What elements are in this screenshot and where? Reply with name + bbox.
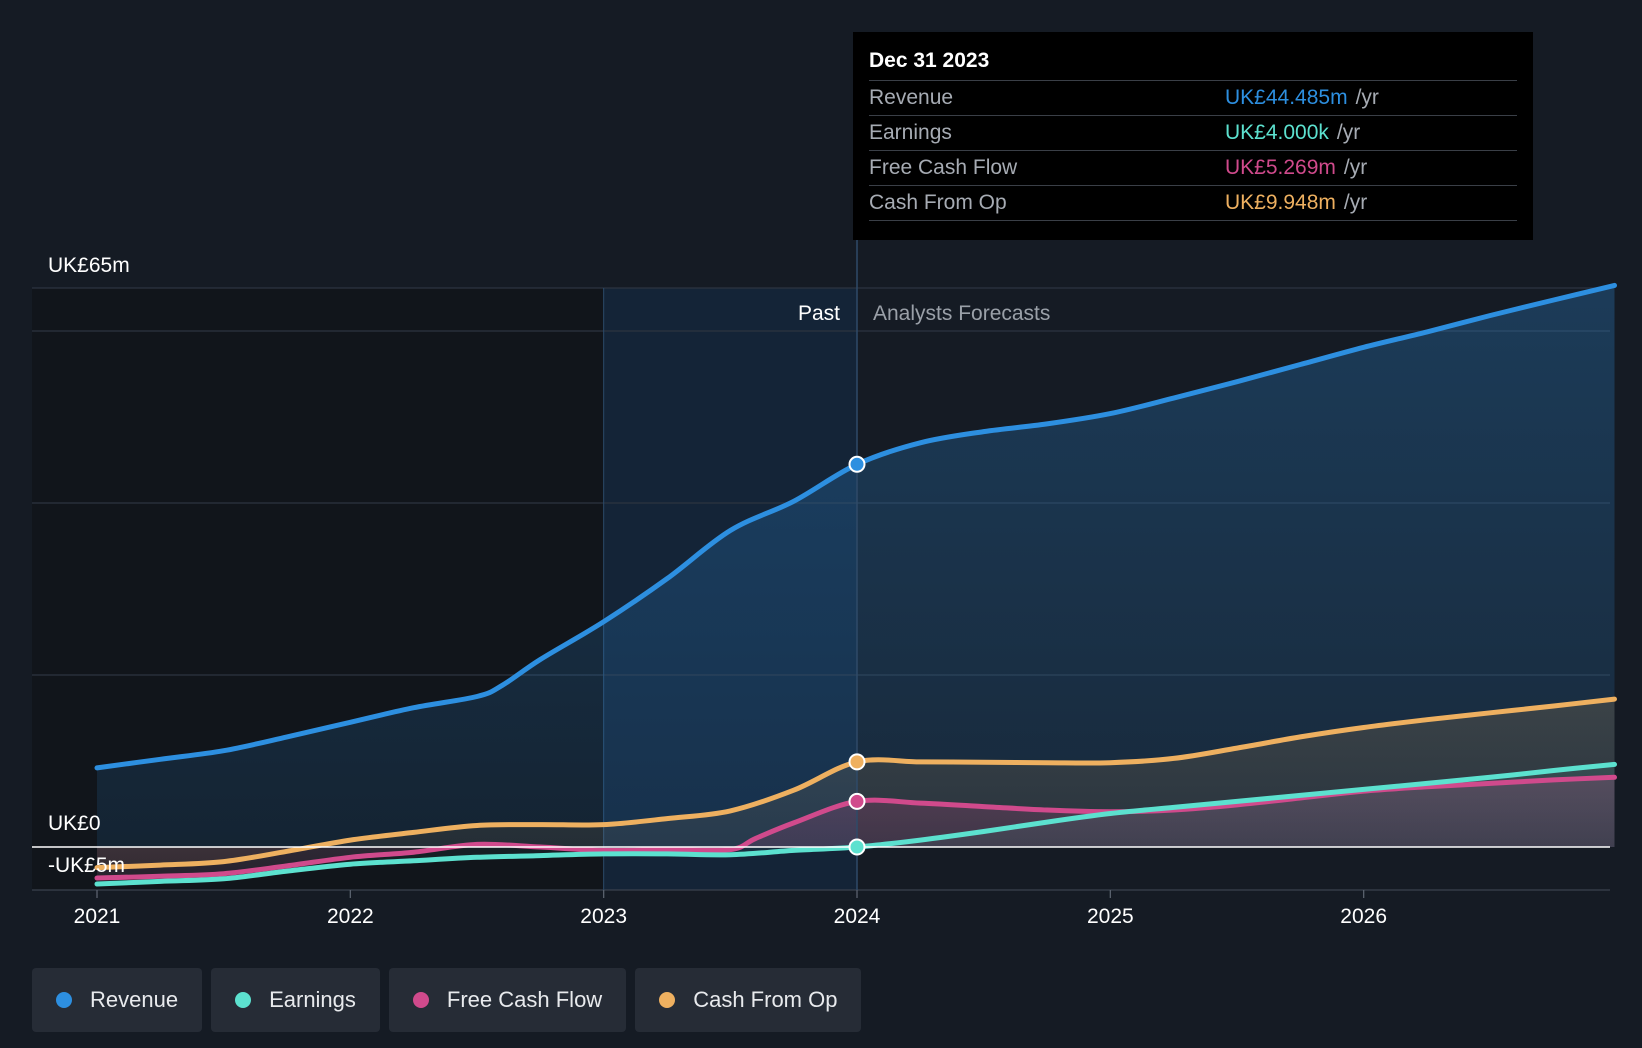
tooltip-row-earnings: Earnings UK£4.000k /yr <box>869 116 1517 151</box>
x-tick-label: 2023 <box>580 905 627 928</box>
tooltip-label: Revenue <box>869 86 954 109</box>
legend-item-revenue[interactable]: Revenue <box>32 968 203 1032</box>
tooltip-unit: /yr <box>1343 191 1368 214</box>
tooltip-unit: /yr <box>1343 156 1368 179</box>
tooltip-label: Cash From Op <box>869 191 1007 214</box>
legend-label: Free Cash Flow <box>446 987 603 1012</box>
legend-dot-icon <box>659 992 676 1008</box>
legend-dot-icon <box>235 992 252 1008</box>
x-tick-label: 2024 <box>834 905 881 928</box>
chart-legend: Revenue Earnings Free Cash Flow Cash Fro… <box>32 968 862 1032</box>
tooltip-unit: /yr <box>1336 121 1361 144</box>
legend-item-earnings[interactable]: Earnings <box>211 968 380 1032</box>
legend-label: Revenue <box>90 987 179 1012</box>
tooltip-row-free-cash-flow: Free Cash Flow UK£5.269m /yr <box>869 151 1517 186</box>
legend-item-cash-from-op[interactable]: Cash From Op <box>635 968 862 1032</box>
forecast-label: Analysts Forecasts <box>873 302 1050 325</box>
y-top-label: UK£65m <box>48 254 130 277</box>
marker-cash-from-op[interactable] <box>848 753 866 771</box>
x-tick-label: 2021 <box>74 905 121 928</box>
legend-item-free-cash-flow[interactable]: Free Cash Flow <box>388 968 627 1032</box>
tooltip-value: UK£44.485m <box>1225 86 1348 109</box>
area-earnings <box>97 764 1615 884</box>
marker-earnings[interactable] <box>848 838 866 856</box>
past-label: Past <box>798 302 840 325</box>
series-line-revenue[interactable] <box>94 282 1617 771</box>
x-tick-label: 2026 <box>1340 905 1387 928</box>
x-tick-label: 2022 <box>327 905 374 928</box>
y-bottom-label: -UK£5m <box>48 854 125 877</box>
tooltip-unit: /yr <box>1355 86 1379 109</box>
marker-revenue[interactable] <box>848 455 866 473</box>
tooltip-label: Free Cash Flow <box>869 156 1018 179</box>
legend-dot-icon <box>412 992 429 1008</box>
legend-label: Cash From Op <box>693 987 838 1012</box>
legend-label: Earnings <box>269 987 356 1012</box>
y-zero-label: UK£0 <box>48 812 101 835</box>
x-tick-label: 2025 <box>1087 905 1134 928</box>
tooltip-row-revenue: Revenue UK£44.485m /yr <box>869 81 1517 116</box>
tooltip-value: UK£4.000k <box>1225 121 1329 144</box>
tooltip-date: Dec 31 2023 <box>869 46 1517 81</box>
tooltip-value: UK£5.269m <box>1225 156 1336 179</box>
area-revenue <box>97 285 1615 847</box>
legend-dot-icon <box>56 992 72 1008</box>
tooltip-label: Earnings <box>869 121 952 144</box>
tooltip-value: UK£9.948m <box>1225 191 1336 214</box>
area-free-cash-flow <box>97 777 1615 878</box>
tooltip-row-cash-from-op: Cash From Op UK£9.948m /yr <box>869 186 1517 221</box>
marker-free-cash-flow[interactable] <box>848 792 866 810</box>
chart-tooltip: Dec 31 2023 Revenue UK£44.485m /yr Earni… <box>853 32 1533 240</box>
